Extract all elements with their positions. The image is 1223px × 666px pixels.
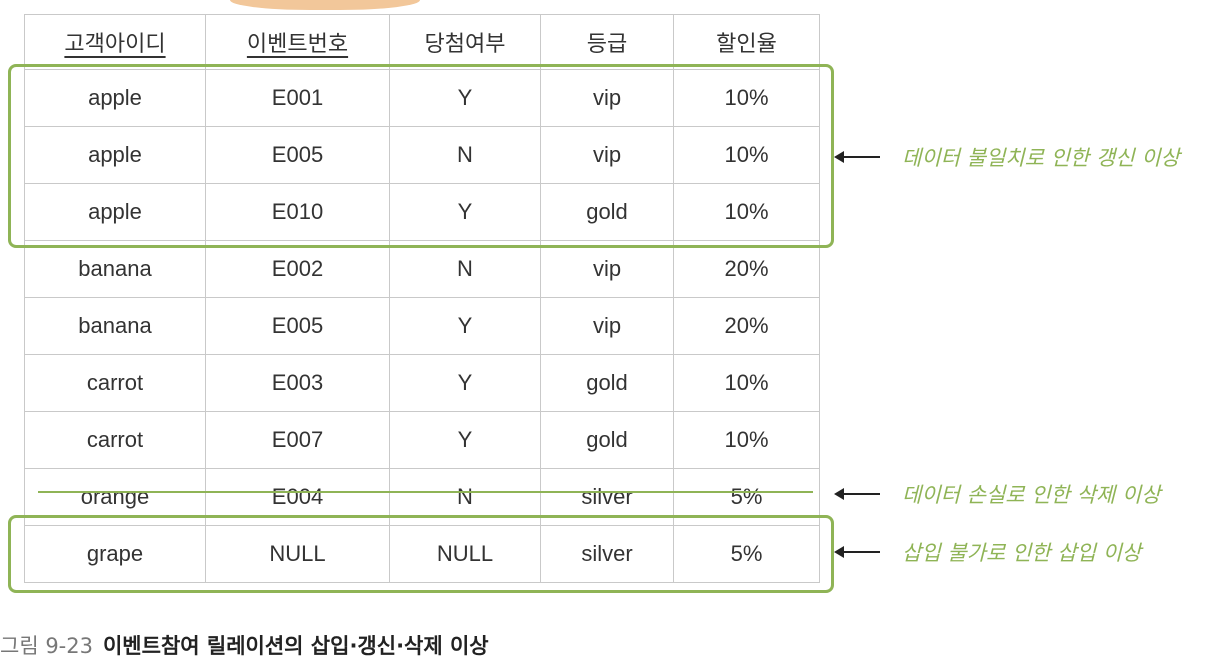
cell-discount-rate: 20% (673, 240, 820, 298)
cell-grade: gold (540, 411, 674, 469)
header-event-number: 이벤트번호 (205, 14, 390, 70)
header-win-status: 당첨여부 (389, 14, 541, 70)
table-row: banana E002 N vip 20% (24, 240, 820, 298)
cell-grade: vip (540, 240, 674, 298)
arrow-left-icon (834, 546, 880, 558)
cell-discount-rate: 10% (673, 354, 820, 412)
update-anomaly-label: 데이터 불일치로 인한 갱신 이상 (902, 146, 1180, 170)
table-row: apple E001 Y vip 10% (24, 69, 820, 127)
header-discount-rate: 할인율 (673, 14, 820, 70)
header-grade: 등급 (540, 14, 674, 70)
cell-discount-rate: 10% (673, 69, 820, 127)
cell-event-number: E005 (205, 297, 390, 355)
insert-anomaly-annotation: 삽입 불가로 인한 삽입 이상 (834, 537, 1142, 567)
table-row: grape NULL NULL silver 5% (24, 525, 820, 583)
cell-event-number: E007 (205, 411, 390, 469)
cell-win-status: N (389, 126, 541, 184)
arrow-left-icon (834, 488, 880, 500)
cell-grade: gold (540, 354, 674, 412)
cell-grade: vip (540, 297, 674, 355)
figure-caption: 그림 9-23 이벤트참여 릴레이션의 삽입·갱신·삭제 이상 (0, 630, 489, 660)
delete-anomaly-strike-line (38, 491, 813, 493)
cell-win-status: N (389, 240, 541, 298)
cell-customer-id: carrot (24, 354, 206, 412)
table-row: carrot E003 Y gold 10% (24, 354, 820, 412)
cell-event-number: E003 (205, 354, 390, 412)
cell-event-number: E002 (205, 240, 390, 298)
header-customer-id: 고객아이디 (24, 14, 206, 70)
arrow-left-icon (834, 151, 880, 163)
cell-customer-id: grape (24, 525, 206, 583)
cell-event-number: NULL (205, 525, 390, 583)
cell-win-status: Y (389, 354, 541, 412)
table-header-row: 고객아이디 이벤트번호 당첨여부 등급 할인율 (24, 14, 820, 70)
insert-anomaly-label: 삽입 불가로 인한 삽입 이상 (902, 541, 1142, 565)
table-row: carrot E007 Y gold 10% (24, 411, 820, 469)
update-anomaly-highlight-box (8, 64, 834, 248)
cell-win-status: Y (389, 297, 541, 355)
update-anomaly-annotation: 데이터 불일치로 인한 갱신 이상 (834, 142, 1180, 172)
table-row: banana E005 Y vip 20% (24, 297, 820, 355)
cell-grade: silver (540, 525, 674, 583)
cell-discount-rate: 20% (673, 297, 820, 355)
cell-win-status: Y (389, 69, 541, 127)
cell-win-status: Y (389, 411, 541, 469)
cell-customer-id: carrot (24, 411, 206, 469)
cell-discount-rate: 5% (673, 525, 820, 583)
cell-event-number: E010 (205, 183, 390, 241)
cell-grade: vip (540, 69, 674, 127)
cell-customer-id: apple (24, 69, 206, 127)
cell-customer-id: banana (24, 240, 206, 298)
cell-customer-id: banana (24, 297, 206, 355)
table-row: apple E005 N vip 10% (24, 126, 820, 184)
delete-anomaly-annotation: 데이터 손실로 인한 삭제 이상 (834, 479, 1161, 509)
delete-anomaly-label: 데이터 손실로 인한 삭제 이상 (902, 483, 1161, 507)
top-arrow-shape (230, 0, 420, 10)
cell-win-status: NULL (389, 525, 541, 583)
cell-discount-rate: 10% (673, 183, 820, 241)
insert-anomaly-highlight-box (8, 515, 834, 593)
cell-discount-rate: 10% (673, 411, 820, 469)
figure-number: 그림 9-23 (0, 634, 93, 658)
figure-title: 이벤트참여 릴레이션의 삽입·갱신·삭제 이상 (102, 634, 489, 658)
